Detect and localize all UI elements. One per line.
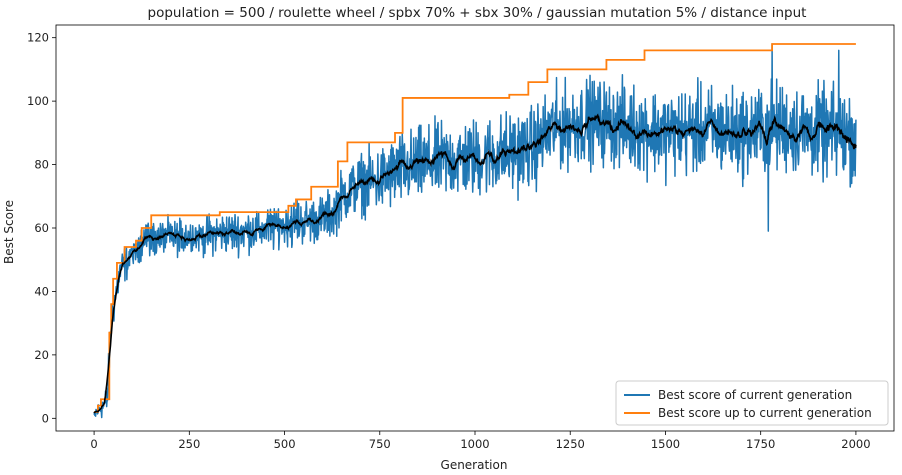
x-tick-label: 0 (90, 437, 97, 451)
y-axis: 0 20 40 60 80 100 120 (27, 31, 56, 425)
y-tick-label: 100 (27, 94, 49, 108)
x-tick-label: 2000 (841, 437, 870, 451)
series-line-moving-average (93, 113, 857, 414)
y-tick-label: 40 (34, 284, 49, 298)
plot-area (55, 24, 895, 432)
x-tick-label: 1500 (651, 437, 680, 451)
x-axis: 0 250 500 750 1000 1250 1500 1750 2000 (90, 431, 871, 451)
legend-label: Best score of current generation (658, 388, 852, 402)
y-tick-label: 0 (42, 411, 49, 425)
legend-label: Best score up to current generation (658, 406, 872, 420)
y-tick-label: 80 (34, 158, 49, 172)
y-tick-label: 120 (27, 31, 49, 45)
x-tick-label: 750 (369, 437, 391, 451)
y-axis-label: Best Score (2, 200, 16, 264)
x-tick-label: 250 (178, 437, 200, 451)
legend: Best score of current generation Best sco… (615, 380, 889, 426)
x-tick-label: 500 (274, 437, 296, 451)
series-line-current-generation (93, 43, 857, 419)
y-tick-label: 60 (34, 221, 49, 235)
y-tick-label: 20 (34, 348, 49, 362)
x-tick-label: 1250 (556, 437, 585, 451)
legend-box (615, 380, 889, 426)
x-tick-label: 1750 (746, 437, 775, 451)
chart-title: population = 500 / roulette wheel / spbx… (148, 5, 807, 21)
x-axis-label: Generation (441, 458, 508, 472)
series-line-best-so-far (94, 43, 856, 413)
x-tick-label: 1000 (460, 437, 489, 451)
